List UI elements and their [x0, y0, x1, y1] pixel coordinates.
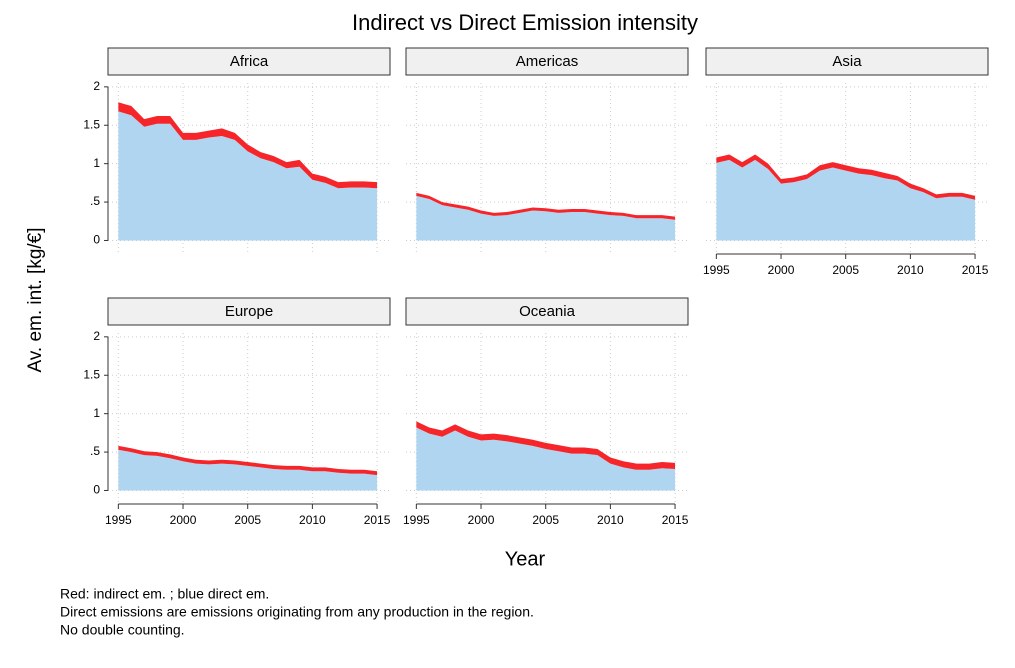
note: No double counting.	[60, 622, 185, 638]
x-tick-label: 2005	[532, 513, 559, 527]
x-tick-label: 1995	[703, 263, 730, 277]
x-tick-label: 2015	[962, 263, 989, 277]
area	[118, 449, 378, 491]
note: Direct emissions are emissions originati…	[60, 604, 534, 620]
y-tick-label: 2	[93, 329, 100, 343]
area	[716, 159, 976, 241]
y-tick-label: .5	[90, 194, 100, 208]
x-tick-label: 2010	[299, 513, 326, 527]
x-tick-label: 2000	[170, 513, 197, 527]
y-tick-label: 0	[93, 233, 100, 247]
y-tick-label: 1	[93, 156, 100, 170]
y-tick-label: 1.5	[83, 117, 100, 131]
x-tick-label: 2010	[597, 513, 624, 527]
area	[118, 111, 378, 241]
note: Red: indirect em. ; blue direct em.	[60, 586, 269, 602]
x-tick-label: 2000	[768, 263, 795, 277]
facet-title: Oceania	[519, 303, 576, 320]
facet-title: Asia	[832, 53, 862, 70]
x-tick-label: 1995	[403, 513, 430, 527]
y-tick-label: 2	[93, 79, 100, 93]
area	[416, 427, 676, 491]
facet-title: Africa	[230, 53, 269, 70]
x-tick-label: 2005	[832, 263, 859, 277]
y-tick-label: 1	[93, 406, 100, 420]
area	[416, 195, 676, 241]
chart-title: Indirect vs Direct Emission intensity	[352, 10, 698, 35]
y-axis-label: Av. em. int. [kg/€]	[25, 227, 46, 372]
area	[416, 192, 676, 220]
facet-strip	[107, 47, 391, 76]
x-tick-label: 2010	[897, 263, 924, 277]
x-axis-label: Year	[505, 548, 546, 570]
facet-strip	[705, 47, 989, 76]
y-tick-label: 1.5	[83, 367, 100, 381]
facet-strip	[405, 297, 689, 326]
area	[716, 154, 976, 200]
facet-title: Americas	[516, 53, 579, 70]
facet-strip	[107, 297, 391, 326]
x-tick-label: 2005	[234, 513, 261, 527]
area	[118, 445, 378, 476]
y-tick-label: .5	[90, 444, 100, 458]
x-tick-label: 2015	[364, 513, 391, 527]
facet-strip	[405, 47, 689, 76]
y-tick-label: 0	[93, 483, 100, 497]
x-tick-label: 1995	[105, 513, 132, 527]
area	[118, 102, 378, 189]
x-tick-label: 2000	[468, 513, 495, 527]
facet-title: Europe	[225, 303, 273, 320]
area	[416, 421, 676, 470]
x-tick-label: 2015	[662, 513, 689, 527]
